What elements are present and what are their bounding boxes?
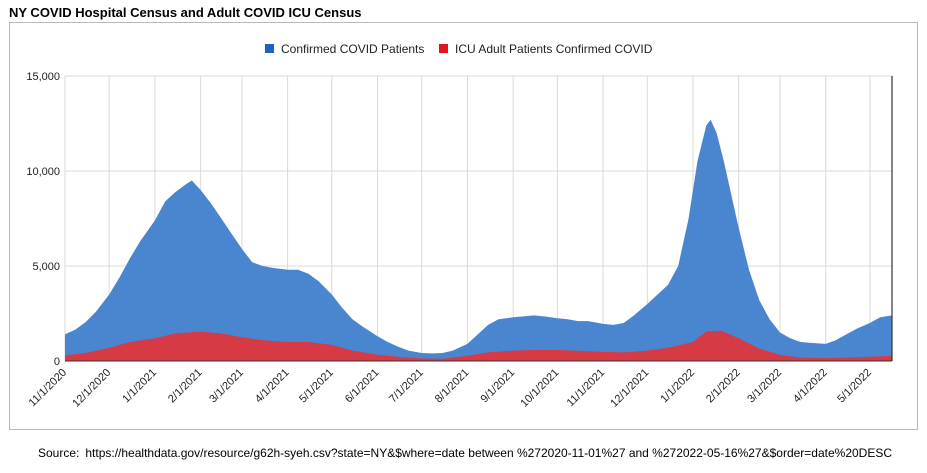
x-tick-label: 2/1/2021 <box>166 367 205 406</box>
x-tick-label: 11/1/2020 <box>27 367 70 410</box>
x-tick-label: 4/1/2021 <box>253 367 292 406</box>
x-tick-label: 12/1/2021 <box>608 367 651 410</box>
legend-swatch-confirmed <box>265 44 274 53</box>
series-area-confirmed <box>65 119 892 361</box>
source-label: Source: <box>38 446 80 460</box>
legend: Confirmed COVID Patients ICU Adult Patie… <box>265 42 653 56</box>
series-area-icu <box>65 330 892 361</box>
legend-swatch-icu <box>439 44 448 53</box>
x-tick-label: 5/1/2022 <box>835 367 874 406</box>
series-areas <box>65 119 892 361</box>
x-tick-label: 8/1/2021 <box>433 367 472 406</box>
x-tick-label: 9/1/2021 <box>478 367 517 406</box>
x-tick-label: 3/1/2022 <box>745 367 784 406</box>
x-tick-label: 5/1/2021 <box>297 367 336 406</box>
x-tick-label: 1/1/2021 <box>120 367 159 406</box>
y-tick-label: 15,000 <box>26 71 60 83</box>
y-tick-label: 10,000 <box>26 166 60 178</box>
chart-title: NY COVID Hospital Census and Adult COVID… <box>9 5 362 20</box>
x-tick-label: 11/1/2021 <box>565 367 608 410</box>
x-tick-label: 12/1/2020 <box>70 367 113 410</box>
chart-frame <box>9 22 918 430</box>
x-tick-label: 7/1/2021 <box>387 367 426 406</box>
x-tick-label: 4/1/2022 <box>791 367 830 406</box>
legend-label-icu: ICU Adult Patients Confirmed COVID <box>455 42 653 56</box>
x-tick-label: 6/1/2021 <box>343 367 382 406</box>
source-link[interactable]: https://healthdata.gov/resource/g62h-sye… <box>85 446 893 460</box>
x-tick-label: 3/1/2021 <box>207 367 246 406</box>
legend-label-confirmed: Confirmed COVID Patients <box>281 42 424 56</box>
x-tick-label: 1/1/2022 <box>658 367 697 406</box>
x-tick-label: 2/1/2022 <box>704 367 743 406</box>
y-tick-label: 5,000 <box>32 261 60 273</box>
y-tick-label: 0 <box>54 356 60 368</box>
x-tick-label: 10/1/2021 <box>518 367 561 410</box>
source-note: Source: https://healthdata.gov/resource/g… <box>38 446 892 460</box>
